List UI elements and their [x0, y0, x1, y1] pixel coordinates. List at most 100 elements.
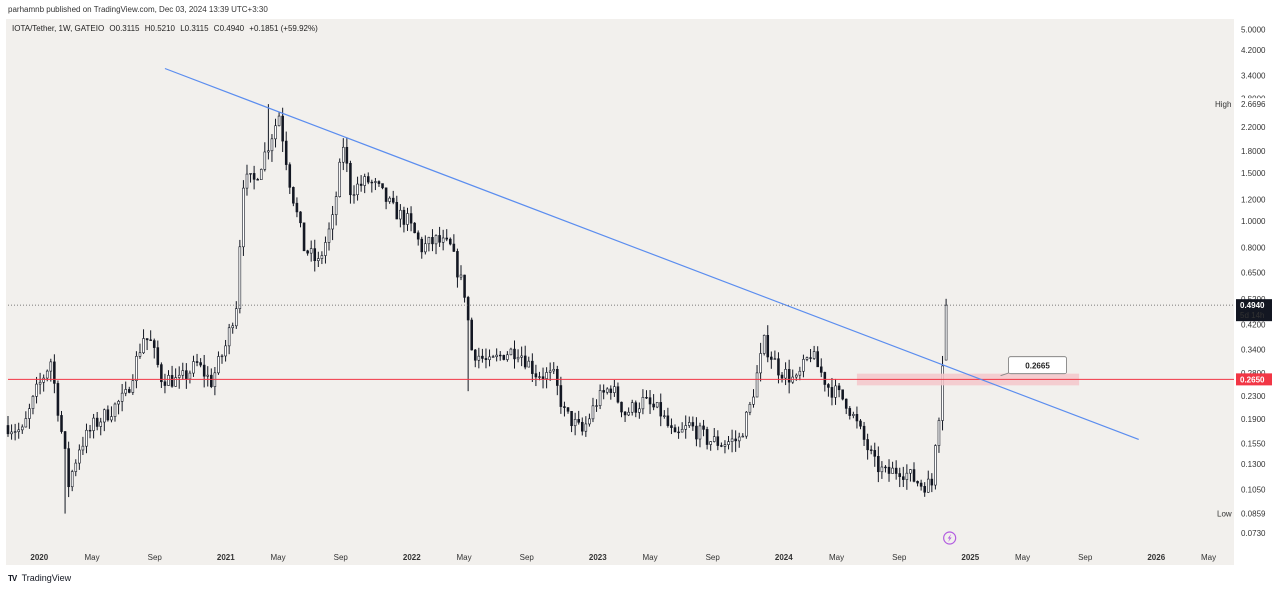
tradingview-footer[interactable]: TV TradingView	[8, 573, 71, 583]
candle	[267, 104, 270, 160]
legend-low: L0.3115	[180, 24, 209, 33]
x-tick-label: May	[642, 553, 657, 562]
candle	[859, 419, 862, 430]
x-tick-label: 2023	[589, 553, 607, 562]
candle	[563, 401, 566, 417]
candle	[288, 162, 292, 194]
candle	[919, 479, 923, 491]
candle	[349, 160, 352, 204]
candle	[359, 175, 363, 192]
candle	[427, 236, 431, 252]
candle	[245, 164, 249, 196]
candle	[145, 338, 149, 351]
y-tick-label: 0.6500	[1241, 268, 1266, 277]
overlay-layer: 0.2665	[8, 67, 1234, 441]
high-tag: High 2.6696	[1215, 98, 1272, 111]
candle	[830, 377, 834, 406]
x-tick-label: May	[85, 553, 100, 562]
brand-name: TradingView	[21, 573, 72, 583]
candle	[848, 406, 852, 420]
candle	[591, 397, 595, 423]
candle	[473, 348, 477, 368]
candle	[49, 358, 53, 382]
level-price-tag[interactable]: 0.2650	[1236, 373, 1272, 386]
candle	[556, 365, 559, 396]
candle	[566, 407, 570, 414]
candle	[399, 204, 402, 228]
candle	[431, 229, 434, 252]
candle	[773, 350, 777, 360]
y-tick-label: 0.8000	[1241, 244, 1266, 253]
y-tick-label: 5.0000	[1241, 25, 1266, 34]
candle	[527, 356, 531, 368]
legend-symbol: IOTA/Tether, 1W, GATEIO	[12, 24, 105, 33]
candle	[805, 356, 809, 362]
low-label: Low	[1217, 510, 1232, 519]
candle	[177, 366, 181, 389]
last-price-value: 0.4940	[1240, 301, 1265, 310]
candle	[127, 386, 131, 394]
candle	[17, 422, 20, 439]
candle	[698, 422, 702, 448]
candle	[887, 459, 891, 482]
candle	[898, 467, 902, 488]
candle	[391, 190, 395, 205]
candle	[509, 347, 513, 356]
candle	[152, 338, 156, 359]
candle	[655, 401, 659, 409]
candle	[441, 229, 445, 251]
candle	[752, 389, 755, 408]
lightning-icon[interactable]	[943, 531, 957, 545]
candle	[342, 138, 345, 171]
candle	[434, 234, 438, 255]
candle	[338, 158, 342, 198]
candle	[217, 351, 220, 375]
x-tick-label: Sep	[520, 553, 535, 562]
candle	[227, 323, 231, 355]
y-tick-label: 0.0730	[1241, 529, 1266, 538]
chart-panel[interactable]	[6, 19, 1234, 565]
legend-change: +0.1851 (+59.92%)	[249, 24, 318, 33]
x-tick-label: Sep	[148, 553, 163, 562]
candle	[185, 363, 188, 389]
candle	[538, 371, 541, 381]
x-tick-label: May	[829, 553, 844, 562]
candle	[324, 236, 327, 264]
y-tick-label: 1.2000	[1241, 195, 1266, 204]
candle	[762, 334, 766, 356]
y-tick-label: 2.2000	[1241, 123, 1266, 132]
candle	[902, 466, 905, 487]
x-tick-label: May	[1201, 553, 1216, 562]
header-bar: parhamnb published on TradingView.com, D…	[0, 0, 1280, 19]
candle	[320, 251, 324, 265]
candle	[891, 461, 894, 474]
candle	[916, 480, 919, 487]
candle	[70, 469, 74, 492]
price-callout[interactable]: 0.2665	[1000, 356, 1067, 377]
candle	[709, 441, 712, 451]
candles-layer	[6, 104, 948, 514]
candle	[242, 180, 245, 256]
candle	[909, 468, 912, 482]
candle	[930, 473, 934, 493]
trendline[interactable]	[164, 67, 1139, 441]
y-tick-label: 0.2300	[1241, 392, 1266, 401]
candle	[327, 222, 331, 251]
candle	[92, 413, 95, 439]
candle	[812, 345, 816, 360]
candle	[559, 376, 563, 414]
y-tick-label: 1.8000	[1241, 147, 1266, 156]
candle	[156, 340, 160, 368]
candle	[10, 424, 13, 440]
candle	[406, 207, 409, 231]
candle	[634, 400, 638, 418]
candle	[588, 413, 591, 427]
candle-last	[944, 298, 948, 361]
candle	[81, 436, 85, 455]
candle	[673, 424, 677, 433]
candle	[481, 348, 484, 363]
legend-close: C0.4940	[213, 24, 245, 33]
candle	[231, 322, 234, 334]
